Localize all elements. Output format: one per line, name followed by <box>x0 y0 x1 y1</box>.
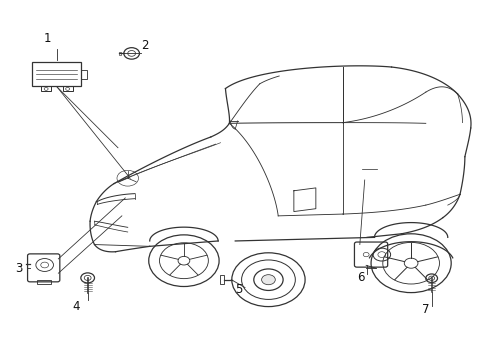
Circle shape <box>262 275 275 285</box>
Bar <box>41 86 51 91</box>
Text: 5: 5 <box>236 283 243 296</box>
Text: 2: 2 <box>141 39 148 52</box>
Text: 7: 7 <box>422 303 430 316</box>
Bar <box>63 86 73 91</box>
Bar <box>220 275 224 284</box>
Text: 3: 3 <box>16 262 23 275</box>
Text: 6: 6 <box>358 271 365 284</box>
Bar <box>120 52 122 55</box>
Text: 1: 1 <box>43 32 51 45</box>
Bar <box>81 70 87 78</box>
Text: 4: 4 <box>73 300 80 313</box>
Bar <box>37 280 50 284</box>
